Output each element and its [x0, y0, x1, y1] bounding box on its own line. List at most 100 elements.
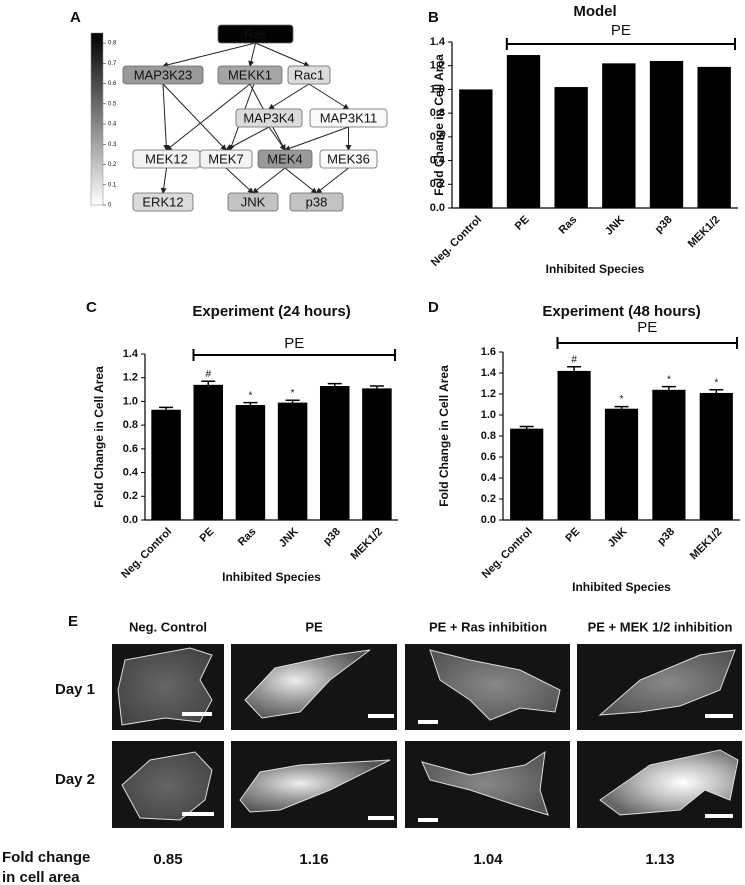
bar — [277, 402, 308, 520]
node — [257, 149, 313, 169]
x-tick-label: JNK — [603, 214, 627, 238]
y-tick-label: 0.0 — [123, 514, 138, 526]
node-label: MEK7 — [208, 151, 243, 166]
node — [287, 65, 331, 85]
scale-bar — [368, 714, 394, 718]
x-tick-label: Ras — [557, 214, 580, 237]
column-header: PE + MEK 1/2 inhibition — [588, 619, 733, 634]
error-bar — [201, 380, 216, 385]
edge — [225, 167, 254, 194]
node — [199, 149, 253, 169]
node-label: Ras — [244, 26, 268, 41]
edge — [248, 42, 256, 67]
x-tick-label: MEK1/2 — [688, 526, 725, 563]
bar — [557, 370, 591, 520]
significance-marker: * — [248, 390, 252, 401]
chart-title: Experiment (24 hours) — [192, 303, 350, 320]
x-tick-label: PE — [198, 526, 217, 545]
y-tick-label: 0.8 — [481, 430, 496, 442]
y-tick-label: 1.0 — [123, 395, 138, 407]
x-tick-label: Neg. Control — [429, 214, 484, 269]
column-header: Neg. Control — [129, 619, 207, 634]
cell-outline — [599, 749, 739, 816]
x-tick-label: Ras — [236, 526, 259, 549]
scale-bar — [182, 812, 214, 816]
bar — [699, 392, 733, 520]
x-tick-label: JNK — [606, 526, 630, 550]
node — [217, 65, 283, 85]
error-bar — [614, 405, 629, 409]
bar — [697, 66, 731, 209]
y-tick-label: 0.2 — [430, 178, 445, 190]
fold-change-value: 1.16 — [299, 851, 328, 868]
column-header: PE + Ras inhibition — [429, 619, 547, 634]
x-tick-label: p38 — [653, 214, 675, 236]
node-label: MEKK1 — [228, 67, 272, 82]
y-tick-label: 1.2 — [430, 60, 445, 72]
y-tick-label: 0.4 — [430, 154, 446, 166]
y-tick-label: 0.6 — [481, 451, 496, 463]
edge — [252, 167, 286, 194]
x-tick-label: PE — [563, 526, 582, 545]
cell-outline — [429, 649, 561, 721]
y-tick-label: 1.2 — [123, 372, 138, 384]
scale-bar — [705, 814, 733, 818]
node-label: MEK36 — [327, 151, 370, 166]
colorbar — [90, 32, 104, 206]
error-bar — [661, 385, 676, 390]
node-label: JNK — [241, 194, 266, 209]
node-label: Rac1 — [294, 67, 324, 82]
row-label: Day 1 — [55, 681, 95, 698]
bar — [649, 60, 684, 208]
fold-change-value: 1.13 — [645, 851, 674, 868]
cell-outline — [239, 759, 391, 813]
bar — [459, 89, 493, 208]
y-tick-label: 0.2 — [481, 493, 496, 505]
y-axis-label: Fold Change in Cell Area — [92, 366, 106, 508]
edge — [165, 83, 251, 151]
bar — [151, 409, 181, 520]
annotation: PE — [284, 335, 304, 352]
y-tick-label: 0.6 — [430, 131, 445, 143]
error-bar — [709, 389, 724, 393]
error-bar — [567, 365, 582, 371]
edge — [162, 42, 256, 68]
y-tick-label: 1.4 — [430, 36, 446, 48]
bar — [506, 55, 541, 208]
bar — [319, 386, 350, 520]
colorbar-tick-label: 0.3 — [108, 142, 117, 148]
error-bar — [243, 401, 258, 405]
edge — [162, 83, 227, 151]
panel-label: A — [70, 9, 81, 26]
bar — [602, 63, 636, 208]
colorbar-tick-label: 0.8 — [108, 41, 117, 47]
y-tick-label: 1.0 — [430, 83, 445, 95]
bar — [510, 428, 544, 520]
y-tick-label: 0.0 — [481, 514, 496, 526]
y-tick-label: 1.0 — [481, 409, 496, 421]
bar — [604, 408, 639, 520]
edge — [308, 83, 350, 110]
panel-label: C — [86, 299, 97, 316]
node-label: ERK12 — [142, 194, 183, 209]
edge — [284, 167, 318, 194]
node — [289, 192, 344, 212]
y-tick-label: 1.4 — [123, 348, 139, 360]
x-axis-label: Inhibited Species — [546, 262, 645, 276]
y-tick-label: 0.4 — [481, 472, 497, 484]
error-bar — [327, 382, 342, 387]
scale-bar — [705, 714, 733, 718]
bar — [193, 384, 224, 520]
x-tick-label: MEK1/2 — [349, 526, 386, 563]
significance-marker: * — [667, 374, 671, 385]
node — [227, 192, 279, 212]
x-tick-label: JNK — [277, 526, 301, 550]
y-tick-label: 0.0 — [430, 202, 445, 214]
scale-bar — [182, 712, 212, 716]
significance-marker: # — [571, 354, 577, 365]
colorbar-tick-label: 0.7 — [108, 61, 117, 67]
node-label: p38 — [306, 194, 328, 209]
colorbar-tick-label: 0.6 — [108, 81, 117, 87]
edge — [315, 167, 349, 194]
node-label: MEK4 — [267, 151, 302, 166]
